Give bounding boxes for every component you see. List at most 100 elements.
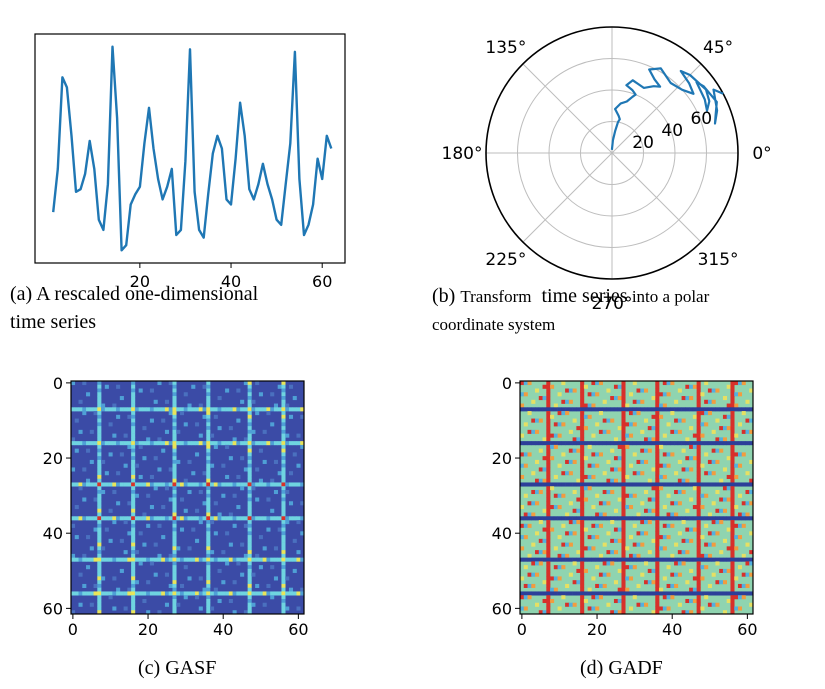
heatmap-cell	[565, 602, 570, 607]
heatmap-cell	[598, 501, 603, 506]
heatmap-cell	[655, 429, 660, 434]
heatmap-cell	[157, 381, 162, 386]
heatmap-cell	[741, 557, 746, 562]
heatmap-cell	[553, 407, 558, 412]
heatmap-cell	[737, 557, 743, 562]
heatmap-cell	[651, 557, 656, 562]
heatmap-cell	[730, 381, 735, 386]
heatmap-cell	[696, 553, 701, 558]
heatmap-cell	[745, 542, 750, 547]
caption-b-mid1	[531, 285, 541, 307]
heatmap-cell	[647, 441, 652, 446]
heatmap-cell	[610, 478, 615, 483]
heatmap-cell	[108, 482, 113, 487]
heatmap-cell	[131, 527, 136, 532]
heatmap-cell	[206, 403, 211, 408]
heatmap-cell	[685, 557, 690, 562]
heatmap-cell	[730, 396, 735, 401]
heatmap-cell	[734, 433, 739, 438]
heatmap-cell	[568, 557, 573, 562]
heatmap-cell	[580, 565, 585, 570]
heatmap-cell	[546, 426, 551, 431]
panel-b-grid-circle	[580, 121, 644, 185]
heatmap-cell	[187, 489, 192, 495]
heatmap-cell	[270, 478, 275, 483]
heatmap-cell	[119, 538, 124, 543]
heatmap-cell	[655, 606, 660, 611]
heatmap-cell	[198, 489, 203, 495]
heatmap-cell	[176, 591, 181, 596]
heatmap-cell	[157, 523, 162, 528]
heatmap-cell	[281, 486, 286, 491]
heatmap-cell	[273, 591, 278, 596]
heatmap-cell	[580, 520, 585, 525]
heatmap-cell	[580, 441, 585, 446]
heatmap-cell	[172, 482, 177, 487]
heatmap-cell	[580, 598, 585, 604]
heatmap-cell	[546, 576, 551, 581]
heatmap-cell	[734, 463, 739, 468]
heatmap-cell	[749, 482, 754, 487]
heatmap-cell	[606, 561, 611, 566]
heatmap-cell	[613, 441, 619, 446]
heatmap-cell	[737, 422, 743, 427]
heatmap-cell	[108, 538, 113, 543]
heatmap-cell	[281, 388, 286, 393]
heatmap-cell	[520, 433, 525, 438]
heatmap-cell	[195, 557, 200, 562]
heatmap-cell	[546, 448, 551, 453]
heatmap-cell	[93, 591, 98, 596]
heatmap-cell	[546, 399, 551, 404]
heatmap-cell	[206, 407, 211, 412]
heatmap-cell	[700, 606, 705, 611]
heatmap-cell	[591, 516, 596, 521]
heatmap-cell	[670, 557, 675, 562]
heatmap-cell	[288, 384, 294, 389]
heatmap-cell	[557, 516, 562, 521]
heatmap-cell	[576, 516, 581, 521]
heatmap-cell	[655, 538, 660, 543]
heatmap-cell	[550, 441, 555, 446]
heatmap-cell	[632, 407, 637, 412]
heatmap-cell	[300, 501, 305, 506]
heatmap-cell	[281, 610, 286, 615]
heatmap-cell	[202, 482, 207, 487]
heatmap-cell	[666, 463, 671, 468]
heatmap-cell	[131, 493, 136, 498]
heatmap-cell	[595, 535, 600, 540]
heatmap-cell	[587, 591, 592, 596]
heatmap-cell	[730, 411, 735, 416]
heatmap-cell	[535, 531, 540, 536]
heatmap-cell	[119, 557, 124, 562]
heatmap-cell	[553, 505, 558, 510]
heatmap-cell	[191, 407, 196, 412]
heatmap-cell	[546, 493, 551, 498]
heatmap-cell	[583, 407, 588, 412]
heatmap-cell	[142, 542, 147, 547]
heatmap-cell	[730, 553, 735, 558]
heatmap-cell	[651, 516, 656, 521]
heatmap-cell	[172, 459, 177, 464]
heatmap-cell	[228, 426, 233, 431]
heatmap-cell	[685, 527, 690, 532]
heatmap-cell	[685, 437, 690, 442]
heatmap-cell	[644, 561, 649, 566]
heatmap-cell	[149, 388, 154, 393]
heatmap-cell	[659, 474, 664, 480]
heatmap-cell	[232, 523, 237, 528]
heatmap-cell	[108, 595, 113, 600]
heatmap-cell	[745, 572, 750, 577]
heatmap-cell	[666, 422, 671, 427]
heatmap-cell	[202, 407, 207, 412]
heatmap-cell	[719, 482, 724, 487]
heatmap-cell	[266, 482, 271, 487]
heatmap-cell	[243, 467, 248, 472]
heatmap-cell	[210, 407, 215, 412]
heatmap-cell	[206, 467, 211, 472]
heatmap-cell	[655, 501, 660, 506]
heatmap-cell	[696, 527, 701, 532]
heatmap-cell	[206, 572, 211, 577]
heatmap-cell	[172, 553, 177, 558]
heatmap-cell	[97, 580, 102, 585]
